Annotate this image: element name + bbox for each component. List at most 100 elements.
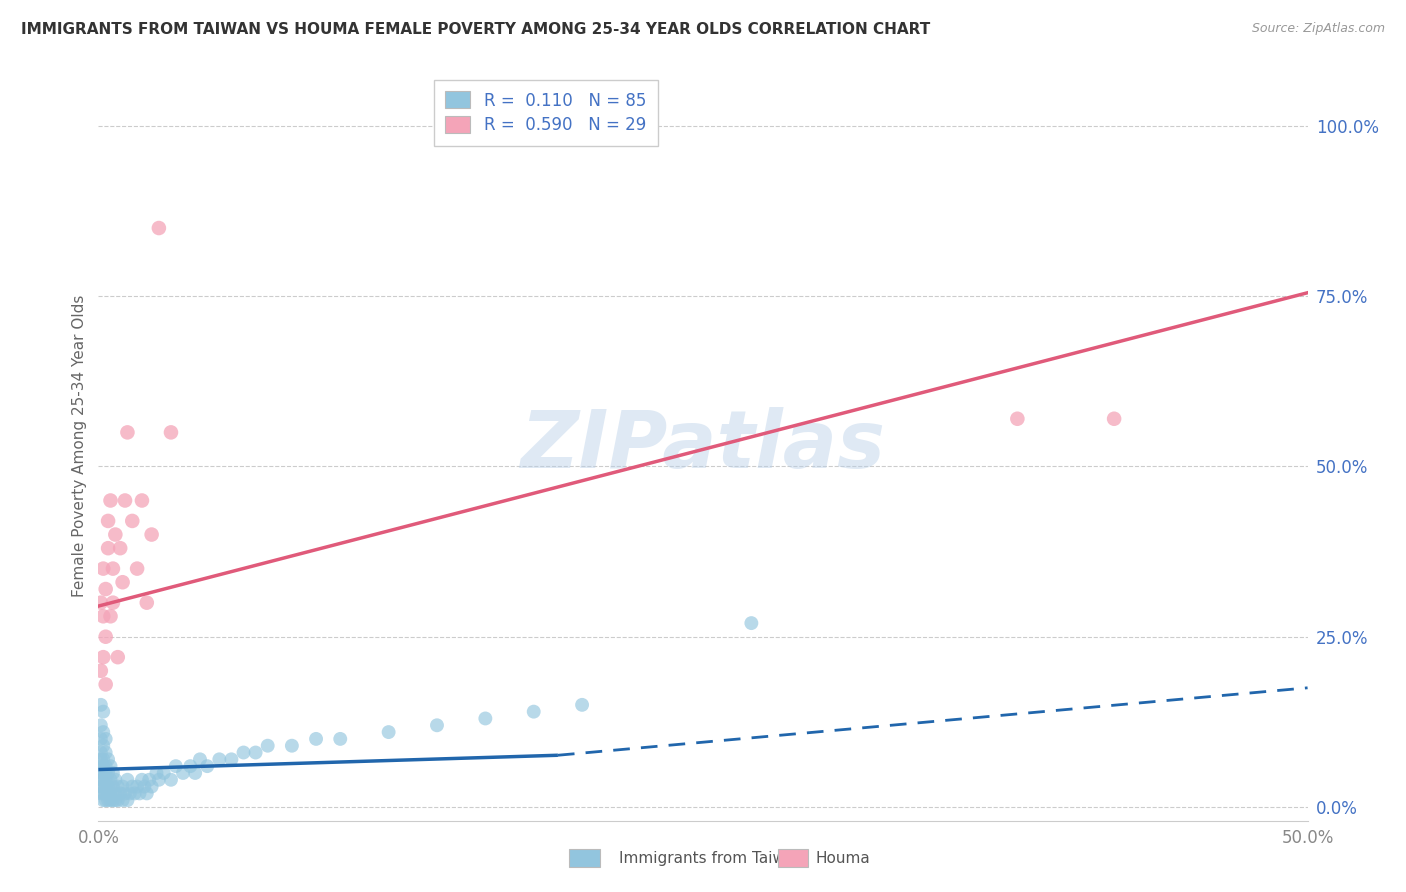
Point [104, 527, 127, 541]
Point [108, 541, 131, 556]
Point [305, 731, 328, 746]
Text: ZIPatlas: ZIPatlas [520, 407, 886, 485]
Point [94, 731, 117, 746]
Point [1102, 411, 1125, 425]
Point [1007, 411, 1029, 425]
Point [91, 752, 114, 766]
Point [91, 772, 114, 787]
Point [160, 772, 183, 787]
Point [97, 786, 120, 800]
Point [329, 731, 352, 746]
Point [111, 780, 134, 794]
Point [160, 425, 183, 440]
Point [94, 677, 117, 691]
Point [94, 630, 117, 644]
Point [107, 780, 129, 794]
Point [740, 616, 762, 631]
Point [90, 698, 112, 712]
Point [131, 772, 153, 787]
Point [94, 772, 117, 787]
Point [184, 766, 207, 780]
Point [138, 772, 160, 787]
Point [100, 772, 122, 787]
Point [107, 793, 129, 807]
Point [104, 793, 127, 807]
Point [100, 609, 122, 624]
Point [91, 650, 114, 665]
Point [121, 514, 143, 528]
Point [104, 786, 127, 800]
Text: IMMIGRANTS FROM TAIWAN VS HOUMA FEMALE POVERTY AMONG 25-34 YEAR OLDS CORRELATION: IMMIGRANTS FROM TAIWAN VS HOUMA FEMALE P… [21, 22, 931, 37]
Point [117, 793, 139, 807]
Point [91, 766, 114, 780]
Text: Immigrants from Taiwan: Immigrants from Taiwan [619, 851, 804, 865]
Point [195, 759, 218, 773]
Text: Houma: Houma [815, 851, 870, 865]
Point [97, 541, 120, 556]
Y-axis label: Female Poverty Among 25-34 Year Olds: Female Poverty Among 25-34 Year Olds [72, 295, 87, 597]
Point [91, 705, 114, 719]
Point [91, 739, 114, 753]
Point [90, 752, 112, 766]
Point [188, 752, 211, 766]
Point [101, 596, 124, 610]
Point [91, 786, 114, 800]
Point [100, 759, 122, 773]
Point [152, 766, 174, 780]
Point [131, 493, 153, 508]
Point [426, 718, 449, 732]
Point [179, 759, 201, 773]
Point [101, 780, 124, 794]
Point [94, 766, 117, 780]
Point [101, 561, 124, 575]
Point [97, 752, 120, 766]
Point [108, 786, 131, 800]
Point [114, 493, 136, 508]
Point [134, 780, 156, 794]
Point [256, 739, 278, 753]
Text: Source: ZipAtlas.com: Source: ZipAtlas.com [1251, 22, 1385, 36]
Point [474, 711, 496, 725]
Point [117, 425, 139, 440]
Point [91, 780, 114, 794]
Point [208, 752, 231, 766]
Point [124, 786, 146, 800]
Point [97, 780, 120, 794]
Point [90, 718, 112, 732]
Point [101, 793, 124, 807]
Point [232, 746, 254, 760]
Point [111, 575, 134, 590]
Point [94, 793, 117, 807]
Point [91, 609, 114, 624]
Point [91, 561, 114, 575]
Point [90, 746, 112, 760]
Point [97, 514, 120, 528]
Point [135, 786, 157, 800]
Point [165, 759, 187, 773]
Point [172, 766, 194, 780]
Point [117, 772, 139, 787]
Point [104, 772, 127, 787]
Point [90, 772, 112, 787]
Point [107, 650, 129, 665]
Point [97, 793, 120, 807]
Point [90, 766, 112, 780]
Point [91, 725, 114, 739]
Point [94, 780, 117, 794]
Point [114, 786, 136, 800]
Point [377, 725, 399, 739]
Point [523, 705, 546, 719]
Point [141, 780, 163, 794]
Point [90, 731, 112, 746]
Point [94, 759, 117, 773]
Point [94, 582, 117, 596]
Point [128, 786, 150, 800]
Point [90, 786, 112, 800]
Point [100, 793, 122, 807]
Point [101, 766, 124, 780]
Point [100, 493, 122, 508]
Point [571, 698, 593, 712]
Point [148, 221, 170, 235]
Point [118, 786, 141, 800]
Legend: R =  0.110   N = 85, R =  0.590   N = 29: R = 0.110 N = 85, R = 0.590 N = 29 [434, 79, 658, 146]
